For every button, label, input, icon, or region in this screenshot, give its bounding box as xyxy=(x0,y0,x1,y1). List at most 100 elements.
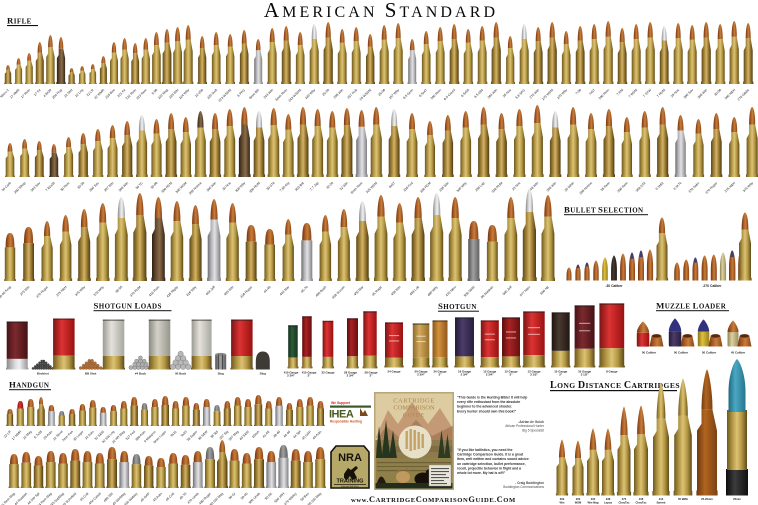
svg-text:9.3x74: 9.3x74 xyxy=(673,181,683,191)
svg-text:32 Auto: 32 Auto xyxy=(84,430,95,441)
svg-text:25-06: 25-06 xyxy=(377,88,386,97)
svg-text:recoil, projectile behavior in: recoil, projectile behavior in flight an… xyxy=(457,466,521,470)
svg-text:beginner to the advanced shoot: beginner to the advanced shooter. xyxy=(457,405,512,409)
svg-text:500 Jeff: 500 Jeff xyxy=(502,285,513,296)
svg-text:35 Rem: 35 Rem xyxy=(600,181,611,192)
svg-text:17 HMR: 17 HMR xyxy=(11,429,23,441)
svg-text:5.7x28: 5.7x28 xyxy=(33,430,43,440)
svg-text:404 Jeff: 404 Jeff xyxy=(205,285,216,296)
svg-text:28 Nos: 28 Nos xyxy=(670,88,680,98)
svg-text:22 Mag: 22 Mag xyxy=(22,430,33,441)
svg-text:6 PPC: 6 PPC xyxy=(237,88,247,98)
svg-text:IHEA: IHEA xyxy=(329,409,354,421)
svg-text:2 3/4": 2 3/4" xyxy=(287,374,295,378)
svg-text:327 Fed: 327 Fed xyxy=(125,430,137,442)
svg-text:45-70: 45-70 xyxy=(179,492,188,501)
svg-text:2 3/4": 2 3/4" xyxy=(486,373,494,377)
svg-text:Lapua: Lapua xyxy=(604,500,612,504)
svg-text:whole lot more. My hat is off!: whole lot more. My hat is off!" xyxy=(456,471,506,475)
svg-text:30-30: 30-30 xyxy=(76,181,85,190)
svg-text:38 Spl: 38 Spl xyxy=(209,429,219,439)
svg-text:3": 3" xyxy=(510,373,514,377)
svg-text:5.56: 5.56 xyxy=(151,88,158,95)
svg-text:28 Gauge: 28 Gauge xyxy=(364,370,377,374)
svg-text:405 Win: 405 Win xyxy=(223,285,234,296)
svg-text:30-06: 30-06 xyxy=(150,181,159,190)
svg-text:LONG DISTANCE CARTRIDGES: LONG DISTANCE CARTRIDGES xyxy=(550,380,680,391)
svg-text:#4 Buck: #4 Buck xyxy=(135,372,146,376)
svg-text:12 Gauge: 12 Gauge xyxy=(527,369,540,373)
svg-text:3 1/2": 3 1/2" xyxy=(530,373,538,377)
svg-text:SHOTGUN: SHOTGUN xyxy=(438,301,477,311)
svg-text:44 Spl: 44 Spl xyxy=(292,429,302,439)
svg-text:25-20mm: 25-20mm xyxy=(701,497,713,501)
svg-text:257 Rob: 257 Rob xyxy=(346,88,358,100)
svg-text:45 Auto: 45 Auto xyxy=(152,492,163,503)
svg-text:32 Gauge: 32 Gauge xyxy=(321,370,334,374)
svg-text:00 Buck: 00 Buck xyxy=(175,372,186,376)
svg-text:Birdshot: Birdshot xyxy=(37,372,49,376)
svg-text:HANDGUN: HANDGUN xyxy=(9,380,49,390)
svg-text:45 GAP: 45 GAP xyxy=(140,491,152,503)
svg-text:270 Win: 270 Win xyxy=(529,88,540,99)
svg-text:300: 300 xyxy=(560,497,565,501)
svg-text:45 Auto: 45 Auto xyxy=(312,430,323,441)
svg-text:every rifle enthusiast from th: every rifle enthusiast from the absolute xyxy=(457,400,520,404)
svg-text:308 Win: 308 Win xyxy=(697,88,708,99)
svg-text:32 Win: 32 Win xyxy=(339,181,349,191)
svg-text:2 3/4": 2 3/4" xyxy=(461,373,469,377)
svg-text:38-55: 38-55 xyxy=(114,285,123,294)
svg-text:308 Win: 308 Win xyxy=(118,181,129,192)
svg-text:7 RUM: 7 RUM xyxy=(656,88,666,98)
svg-text:218 Bee: 218 Bee xyxy=(104,88,116,100)
svg-text:item, well written and contain: item, well written and contains sound ad… xyxy=(457,457,529,461)
svg-text:38-40: 38-40 xyxy=(272,430,281,439)
svg-text:50 AE: 50 AE xyxy=(264,491,274,501)
svg-text:300 Sav: 300 Sav xyxy=(88,181,100,193)
svg-text:221 Fir: 221 Fir xyxy=(116,87,127,98)
svg-text:303 Brit: 303 Brit xyxy=(294,181,305,192)
svg-text:28 Gauge: 28 Gauge xyxy=(344,370,357,374)
svg-text:45-70: 45-70 xyxy=(300,285,309,294)
svg-text:408: 408 xyxy=(639,497,644,501)
svg-text:300 Win: 300 Win xyxy=(206,181,217,192)
svg-text:30 Rem: 30 Rem xyxy=(60,181,71,192)
svg-text:410 Gauge: 410 Gauge xyxy=(302,370,317,374)
svg-text:338 Fed: 338 Fed xyxy=(403,181,415,193)
svg-text:RIFLE: RIFLE xyxy=(7,16,32,26)
svg-text:www.CARTRIDGECOMPARISONGUIDE.C: www.CARTRIDGECOMPARISONGUIDE.COM xyxy=(351,495,516,504)
svg-text:12 Gauge: 12 Gauge xyxy=(483,369,496,373)
svg-text:50 GI: 50 GI xyxy=(228,492,237,501)
svg-text:338 Win: 338 Win xyxy=(438,181,449,192)
svg-text:225 Win: 225 Win xyxy=(168,88,179,99)
svg-text:3": 3" xyxy=(439,373,443,377)
svg-text:7 STW: 7 STW xyxy=(642,87,653,98)
svg-text:WSM: WSM xyxy=(575,500,582,504)
svg-text:CheyTac: CheyTac xyxy=(618,500,630,504)
svg-text:22 LR: 22 LR xyxy=(86,88,95,97)
svg-text:Slug: Slug xyxy=(260,372,266,376)
svg-text:Barrett: Barrett xyxy=(657,500,666,504)
svg-text:10 Gauge: 10 Gauge xyxy=(578,369,591,373)
svg-text:7.65 Arg: 7.65 Arg xyxy=(279,181,291,193)
svg-text:9.3x62: 9.3x62 xyxy=(655,181,665,191)
svg-text:Education Skill Safety: Education Skill Safety xyxy=(341,485,358,488)
svg-text:9x23: 9x23 xyxy=(180,430,188,438)
svg-text:338 Lap: 338 Lap xyxy=(474,181,485,192)
svg-text:416: 416 xyxy=(659,497,664,501)
svg-text:45 Colt: 45 Colt xyxy=(79,492,89,502)
svg-text:TRAINING: TRAINING xyxy=(336,479,363,485)
svg-text:Big 5 Specialist: Big 5 Specialist xyxy=(522,428,544,432)
svg-text:22 Short: 22 Short xyxy=(52,430,64,442)
svg-text:Slug: Slug xyxy=(218,372,224,376)
svg-text:8x57: 8x57 xyxy=(388,181,396,189)
svg-text:"If you like ballistics, you n: "If you like ballistics, you need the xyxy=(457,448,513,452)
svg-text:358 Win: 358 Win xyxy=(546,181,557,192)
svg-text:We Support: We Support xyxy=(331,401,351,405)
svg-text:3 1/2": 3 1/2" xyxy=(581,373,589,377)
svg-text:22 LR: 22 LR xyxy=(3,429,12,438)
svg-text:3": 3" xyxy=(308,374,312,378)
svg-text:Responsible Hunting: Responsible Hunting xyxy=(330,420,362,424)
svg-text:6.5x55: 6.5x55 xyxy=(460,88,470,98)
svg-text:4.6x30: 4.6x30 xyxy=(42,88,52,98)
